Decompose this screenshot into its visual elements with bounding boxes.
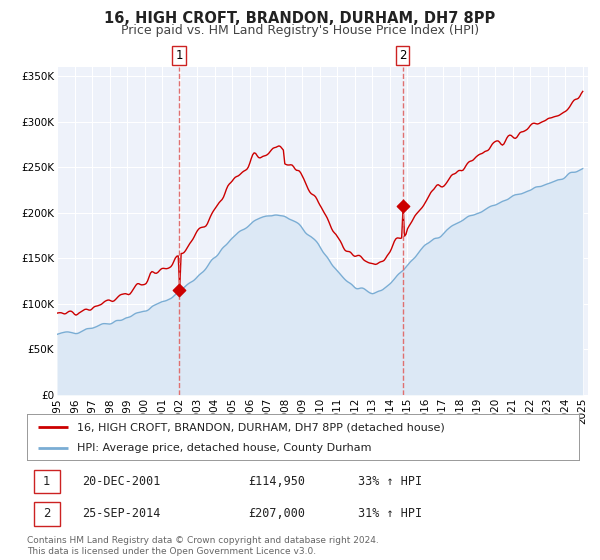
Text: 1: 1 (43, 475, 50, 488)
Text: £207,000: £207,000 (248, 507, 305, 520)
Text: 25-SEP-2014: 25-SEP-2014 (82, 507, 161, 520)
Text: 16, HIGH CROFT, BRANDON, DURHAM, DH7 8PP: 16, HIGH CROFT, BRANDON, DURHAM, DH7 8PP (104, 11, 496, 26)
Text: 20-DEC-2001: 20-DEC-2001 (82, 475, 161, 488)
Text: 31% ↑ HPI: 31% ↑ HPI (358, 507, 422, 520)
Point (398, 202, 407, 211)
Text: £114,950: £114,950 (248, 475, 305, 488)
FancyBboxPatch shape (34, 470, 60, 493)
Text: 16, HIGH CROFT, BRANDON, DURHAM, DH7 8PP (detached house): 16, HIGH CROFT, BRANDON, DURHAM, DH7 8PP… (77, 422, 445, 432)
Text: 2: 2 (43, 507, 50, 520)
Text: 2: 2 (399, 49, 407, 62)
Text: HPI: Average price, detached house, County Durham: HPI: Average price, detached house, Coun… (77, 444, 371, 454)
Text: 1: 1 (175, 49, 183, 62)
FancyBboxPatch shape (34, 502, 60, 526)
Point (174, 286, 184, 295)
Text: Contains HM Land Registry data © Crown copyright and database right 2024.
This d: Contains HM Land Registry data © Crown c… (27, 536, 379, 556)
Text: 33% ↑ HPI: 33% ↑ HPI (358, 475, 422, 488)
Text: Price paid vs. HM Land Registry's House Price Index (HPI): Price paid vs. HM Land Registry's House … (121, 24, 479, 36)
